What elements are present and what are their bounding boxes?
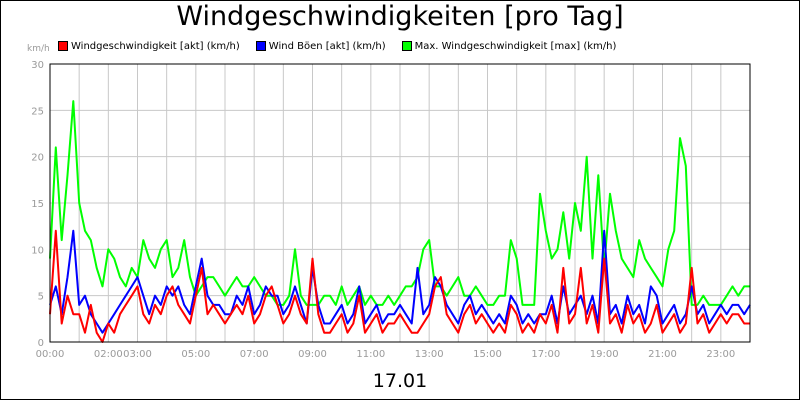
y-tick-label: 15 — [31, 199, 44, 210]
y-tick-label: 0 — [38, 338, 44, 349]
series-line-max — [49, 100, 750, 306]
x-ticks: 00:00 02:00 03:00 05:00 07:00 09:00 11:00 13:00… — [36, 349, 736, 360]
x-tick-label: 13:00 — [415, 349, 444, 360]
x-tick-label: 03:00 — [123, 349, 152, 360]
legend-label-max: Max. Windgeschwindigkeit [max] (km/h) — [414, 40, 617, 52]
legend-label-speed: Windgeschwindigkeit [akt] (km/h) — [71, 40, 240, 52]
x-tick-label: 15:00 — [473, 349, 502, 360]
plot-border — [49, 63, 751, 343]
legend-item-max: Max. Windgeschwindigkeit [max] (km/h) — [401, 40, 617, 52]
x-tick-label: 02:00 — [94, 349, 123, 360]
series-layer — [49, 100, 751, 343]
legend-swatch-speed — [58, 41, 68, 51]
legend-item-speed: Windgeschwindigkeit [akt] (km/h) — [58, 41, 240, 52]
legend-item-gusts: Wind Böen [akt] (km/h) — [255, 40, 386, 52]
legend-swatch-max — [401, 41, 412, 51]
grid — [49, 63, 751, 343]
chart-title: Windgeschwindigkeiten [pro Tag] — [176, 1, 624, 32]
y-tick-label: 10 — [31, 245, 44, 256]
legend-swatch-gusts — [255, 41, 266, 51]
x-tick-label: 05:00 — [181, 349, 210, 360]
y-ticks: 0 5 10 15 20 25 30 — [31, 60, 44, 349]
y-tick-label: 30 — [31, 60, 44, 71]
x-tick-label: 11:00 — [356, 349, 385, 360]
x-tick-label: 19:00 — [590, 349, 619, 360]
y-axis-unit: km/h — [27, 44, 50, 54]
x-tick-label: 07:00 — [240, 349, 269, 360]
series-line-speed — [49, 229, 750, 343]
legend-label-gusts: Wind Böen [akt] (km/h) — [268, 40, 386, 52]
x-axis-date-label: 17.01 — [372, 370, 428, 392]
y-tick-label: 5 — [38, 292, 44, 303]
legend: Windgeschwindigkeit [akt] (km/h) Wind Bö… — [58, 39, 632, 53]
x-tick-label: 23:00 — [706, 349, 735, 360]
x-tick-label: 21:00 — [648, 349, 677, 360]
y-tick-label: 25 — [31, 106, 44, 117]
x-tick-label: 00:00 — [36, 349, 65, 360]
series-line-gusts — [49, 229, 751, 334]
y-tick-label: 20 — [31, 153, 44, 164]
x-tick-label: 17:00 — [531, 349, 560, 360]
x-tick-label: 09:00 — [298, 349, 327, 360]
